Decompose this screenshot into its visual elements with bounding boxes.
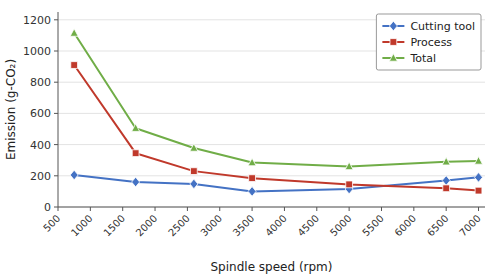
point-marker — [475, 173, 483, 183]
x-tick-label: 3500 — [231, 213, 257, 239]
series-line — [74, 65, 478, 191]
x-tick-label: 2500 — [166, 213, 192, 239]
y-axis-title: Emission (g-CO₂) — [4, 59, 18, 160]
point-marker — [70, 29, 78, 37]
point-marker — [345, 162, 353, 170]
grid-line — [58, 175, 485, 176]
legend-label: Total — [409, 52, 436, 65]
x-tick — [58, 207, 59, 211]
point-marker — [475, 187, 482, 194]
grid-line — [58, 113, 485, 114]
x-tick-label: 1000 — [69, 213, 95, 239]
x-tick-label: 3000 — [198, 213, 224, 239]
x-tick — [122, 207, 123, 211]
axes: 0200400600800100012005001000150020002500… — [23, 12, 485, 238]
y-tick-label: 600 — [30, 107, 51, 120]
point-marker — [71, 62, 78, 69]
point-marker — [248, 187, 256, 197]
series-line — [74, 175, 478, 191]
point-marker — [248, 158, 256, 166]
x-tick-label: 4000 — [263, 213, 289, 239]
x-axis-line — [58, 207, 485, 208]
x-tick-label: 7000 — [457, 213, 483, 239]
series-line — [74, 33, 478, 166]
x-tick — [90, 207, 91, 211]
y-tick-label: 1200 — [23, 14, 51, 27]
x-tick-label: 2000 — [134, 213, 160, 239]
legend-box — [376, 14, 481, 70]
x-tick-label: 4500 — [295, 213, 321, 239]
point-marker — [442, 176, 450, 186]
point-marker — [132, 124, 140, 132]
x-tick-label: 6500 — [425, 213, 451, 239]
x-tick — [155, 207, 156, 211]
grid — [58, 20, 485, 207]
point-marker — [190, 179, 198, 189]
y-tick — [54, 113, 58, 114]
x-tick — [187, 207, 188, 211]
x-tick — [219, 207, 220, 211]
point-marker — [132, 177, 140, 187]
x-tick — [478, 207, 479, 211]
y-tick — [54, 175, 58, 176]
legend-marker — [389, 21, 397, 31]
y-tick — [54, 51, 58, 52]
x-tick — [413, 207, 414, 211]
x-tick-label: 1500 — [101, 213, 127, 239]
y-tick-label: 200 — [30, 170, 51, 183]
x-tick — [381, 207, 382, 211]
chart: 0200400600800100012005001000150020002500… — [0, 0, 500, 279]
y-tick — [54, 19, 58, 20]
legend: Cutting tool Process Total — [376, 14, 481, 70]
y-tick — [54, 144, 58, 145]
y-tick — [54, 207, 58, 208]
y-tick-label: 1000 — [23, 45, 51, 58]
y-tick-label: 800 — [30, 76, 51, 89]
plot-area — [70, 29, 482, 197]
x-tick — [349, 207, 350, 211]
point-marker — [475, 157, 483, 165]
grid-line — [58, 207, 485, 208]
legend-marker — [389, 54, 397, 62]
legend-label: Process — [410, 36, 452, 49]
point-marker — [442, 157, 450, 165]
point-marker — [346, 181, 353, 188]
x-axis-title: Spindle speed (rpm) — [211, 260, 333, 274]
legend-marker — [390, 39, 397, 46]
point-marker — [70, 170, 78, 180]
point-marker — [190, 168, 197, 175]
point-marker — [249, 175, 256, 182]
x-tick — [252, 207, 253, 211]
y-axis-line — [58, 12, 59, 207]
point-marker — [132, 150, 139, 157]
x-tick — [284, 207, 285, 211]
x-tick — [316, 207, 317, 211]
x-tick-label: 6000 — [392, 213, 418, 239]
point-marker — [190, 144, 198, 152]
x-tick-label: 5000 — [328, 213, 354, 239]
y-tick-label: 0 — [44, 201, 51, 214]
x-tick-label: 5500 — [360, 213, 386, 239]
legend-label: Cutting tool — [410, 20, 475, 33]
x-tick — [446, 207, 447, 211]
grid-line — [58, 82, 485, 83]
y-tick — [54, 82, 58, 83]
x-tick-label: 500 — [41, 213, 62, 234]
grid-line — [58, 144, 485, 145]
point-marker — [443, 185, 450, 192]
y-tick-label: 400 — [30, 139, 51, 152]
